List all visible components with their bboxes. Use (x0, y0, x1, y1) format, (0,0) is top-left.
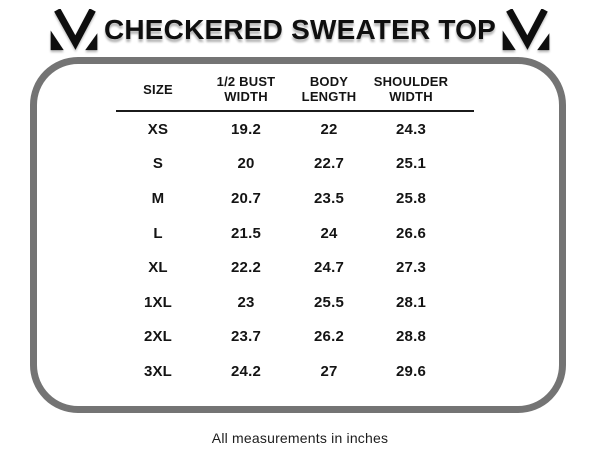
row-1xl-body: 25.5 (314, 293, 344, 311)
row-s-bust: 20 (237, 155, 255, 173)
page-title: CHECKERED SWEATER TOP (103, 14, 497, 45)
row-2xl-bust: 23.7 (231, 328, 261, 346)
row-xl-body: 24.7 (314, 259, 344, 277)
row-2xl-size: 2XL (143, 328, 173, 346)
row-l-body: 24 (320, 224, 338, 242)
row-2xl-body: 26.2 (314, 328, 344, 346)
row-m-bust: 20.7 (231, 189, 261, 207)
row-xs-shoulder: 24.3 (396, 120, 426, 138)
brand-m-logo-icon (50, 9, 98, 51)
row-3xl-size: 3XL (143, 362, 173, 380)
column-header-body: BODY LENGTH (301, 74, 357, 104)
table-body: XS 19.2 22 24.3 S 20 22.7 25.1 M 20.7 23… (114, 112, 454, 389)
column-header-size: SIZE (143, 81, 173, 97)
row-l-shoulder: 26.6 (396, 224, 426, 242)
row-3xl-shoulder: 29.6 (396, 362, 426, 380)
row-2xl-shoulder: 28.8 (396, 328, 426, 346)
row-l-size: L (153, 224, 163, 242)
row-3xl-bust: 24.2 (231, 362, 261, 380)
header-underline (116, 110, 474, 112)
row-1xl-shoulder: 28.1 (396, 293, 426, 311)
row-l-bust: 21.5 (231, 224, 261, 242)
row-3xl-body: 27 (320, 362, 338, 380)
column-header-bust: 1/2 BUST WIDTH (216, 74, 276, 104)
row-m-size: M (151, 189, 165, 207)
row-s-body: 22.7 (314, 155, 344, 173)
row-xl-size: XL (148, 259, 168, 277)
row-m-body: 23.5 (314, 189, 344, 207)
row-xs-bust: 19.2 (231, 120, 261, 138)
row-s-shoulder: 25.1 (396, 155, 426, 173)
row-1xl-size: 1XL (143, 293, 173, 311)
measurements-note: All measurements in inches (211, 430, 389, 446)
row-s-size: S (152, 155, 164, 173)
row-1xl-bust: 23 (237, 293, 255, 311)
row-xl-bust: 22.2 (231, 259, 261, 277)
size-chart-box: SIZE 1/2 BUST WIDTH BODY LENGTH SHOULDER… (30, 57, 566, 413)
row-xl-shoulder: 27.3 (396, 259, 426, 277)
row-m-shoulder: 25.8 (396, 189, 426, 207)
brand-m-logo-icon (502, 9, 550, 51)
title-bar: CHECKERED SWEATER TOP (0, 5, 600, 55)
row-xs-size: XS (147, 120, 169, 138)
column-header-shoulder: SHOULDER WIDTH (373, 74, 449, 104)
row-xs-body: 22 (320, 120, 338, 138)
table-header-row: SIZE 1/2 BUST WIDTH BODY LENGTH SHOULDER… (114, 70, 454, 108)
